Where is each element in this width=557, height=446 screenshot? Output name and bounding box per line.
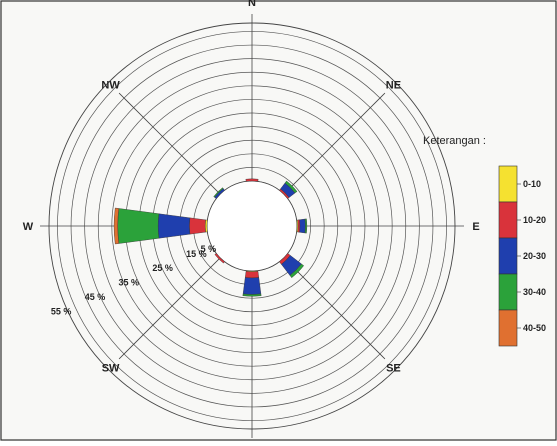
petal-n-10-20 <box>245 178 259 182</box>
legend-label-0-10: 0-10 <box>523 179 541 189</box>
petal-s-20-30 <box>242 277 262 295</box>
direction-spokes <box>40 14 464 438</box>
percent-label: 55 % <box>51 306 72 316</box>
legend: Keterangan : 0-10 10-20 20-30 30-40 40-50 <box>423 135 546 347</box>
spoke-nw <box>118 92 221 195</box>
spoke-ne <box>283 92 386 195</box>
petal-nw-30-40 <box>213 187 224 198</box>
direction-label-n: N <box>248 0 256 9</box>
direction-label-ne: NE <box>386 80 401 92</box>
percent-label: 45 % <box>85 292 106 302</box>
legend-label-10-20: 10-20 <box>523 215 546 225</box>
legend-swatch-40-50 <box>498 309 518 347</box>
petal-ne-30-40 <box>284 180 298 194</box>
petal-sw-10-20 <box>214 253 225 264</box>
direction-label-e: E <box>472 221 479 233</box>
petal-w-10-20 <box>189 217 206 235</box>
direction-label-nw: NW <box>101 80 120 92</box>
legend-swatch-0-10 <box>498 165 518 203</box>
calm-circle <box>206 180 298 272</box>
petal-s-10-20 <box>244 271 260 279</box>
petal-se-30-40 <box>289 263 305 279</box>
percent-label: 15 % <box>186 249 207 259</box>
spoke-se <box>283 257 386 360</box>
direction-labels: NNEESESSWWNW <box>23 0 480 446</box>
petal-w-20-30 <box>157 213 191 239</box>
percent-labels: 5 %15 % 25 % 35 % 45 % 55 % <box>51 244 216 317</box>
percent-label: 25 % <box>152 263 173 273</box>
percent-label: 5 % <box>201 244 217 254</box>
spoke-sw <box>118 257 221 360</box>
legend-label-30-40: 30-40 <box>523 287 546 297</box>
legend-swatch-20-30 <box>498 237 518 275</box>
petal-w-30-40 <box>117 208 160 244</box>
legend-label-20-30: 20-30 <box>523 251 546 261</box>
legend-title: Keterangan : <box>423 135 486 147</box>
wind-petals <box>113 178 308 297</box>
legend-swatch-30-40 <box>498 273 518 311</box>
petal-e-30-40 <box>304 218 308 234</box>
direction-label-se: SE <box>386 362 401 374</box>
legend-swatch-10-20 <box>498 201 518 239</box>
percent-label: 35 % <box>119 278 140 288</box>
direction-label-w: W <box>23 221 34 233</box>
legend-label-40-50: 40-50 <box>523 323 546 333</box>
petal-s-30-40 <box>242 293 262 297</box>
petal-e-20-30 <box>299 218 306 234</box>
direction-label-sw: SW <box>102 362 120 374</box>
petal-w-40-50 <box>113 207 120 245</box>
